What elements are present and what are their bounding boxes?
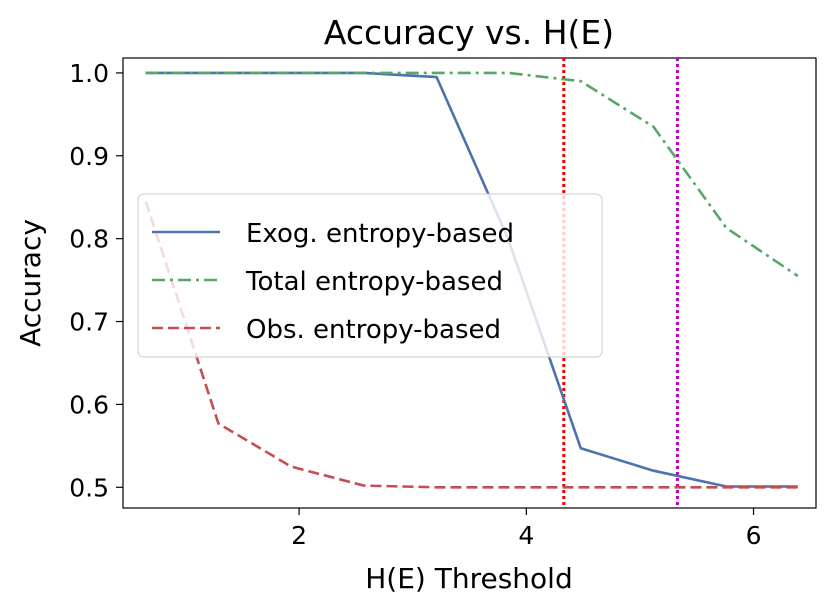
x-axis: 2 4 6 bbox=[291, 508, 761, 550]
chart-title: Accuracy vs. H(E) bbox=[324, 13, 614, 52]
x-tick-label: 4 bbox=[518, 521, 534, 550]
y-axis-label: Accuracy bbox=[14, 219, 47, 347]
x-tick-label: 2 bbox=[291, 521, 307, 550]
legend: Exog. entropy-based Total entropy-based Ob… bbox=[137, 193, 603, 358]
legend-label: Exog. entropy-based bbox=[246, 219, 514, 249]
legend-label: Total entropy-based bbox=[245, 267, 503, 297]
legend-box bbox=[137, 193, 603, 358]
y-tick-label: 1.0 bbox=[69, 59, 109, 88]
legend-items: Exog. entropy-based Total entropy-based Ob… bbox=[152, 219, 514, 345]
series-line-3 bbox=[144, 200, 798, 489]
legend-label: Obs. entropy-based bbox=[246, 315, 501, 345]
y-tick-label: 0.9 bbox=[69, 142, 109, 171]
y-tick-label: 0.7 bbox=[69, 308, 109, 337]
series-line-2 bbox=[145, 71, 799, 278]
y-axis: 0.5 0.6 0.7 0.8 0.9 1.0 bbox=[69, 59, 123, 502]
series-lines bbox=[144, 71, 799, 489]
y-tick-label: 0.5 bbox=[69, 473, 109, 502]
y-tick-label: 0.6 bbox=[69, 390, 109, 419]
y-tick-label: 0.8 bbox=[69, 225, 109, 254]
x-tick-label: 6 bbox=[746, 521, 762, 550]
x-axis-label: H(E) Threshold bbox=[365, 562, 572, 595]
